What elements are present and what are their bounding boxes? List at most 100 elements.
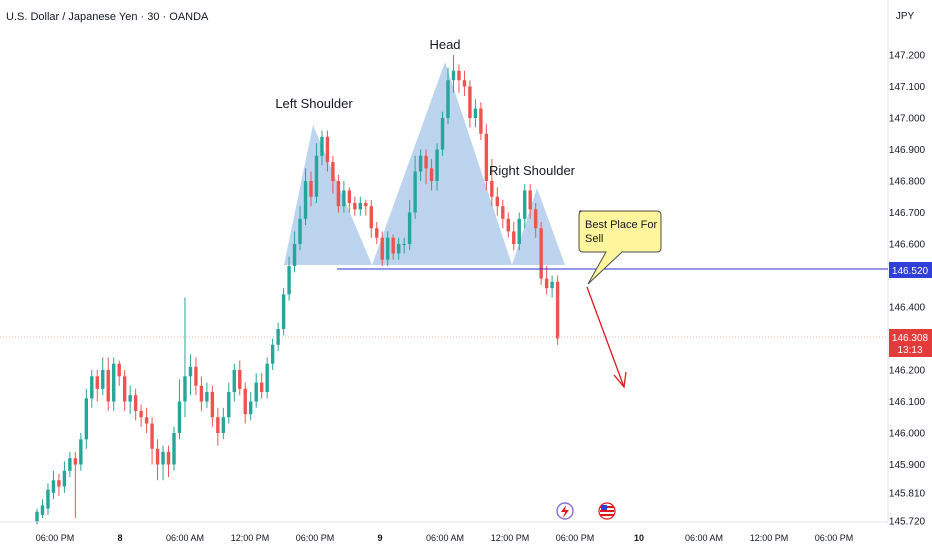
candle-down (259, 382, 264, 393)
candle-down (238, 370, 242, 389)
candle-up (35, 511, 39, 522)
candle-up (249, 401, 253, 415)
candle-up (68, 458, 72, 471)
candle-down (484, 133, 489, 181)
candle-up (84, 398, 89, 440)
candle-down (139, 410, 143, 418)
candle-down (117, 363, 121, 377)
price-axis[interactable]: JPY 147.200 147.100 147.000 146.900 146.800 1… (889, 11, 926, 528)
candle-up (292, 244, 297, 267)
candle-up (172, 433, 176, 465)
time-tick-label: 9 (377, 533, 382, 543)
level-price-tag (889, 262, 932, 278)
candle-up (188, 366, 193, 377)
candle-up (523, 190, 527, 219)
candle-up (358, 203, 363, 210)
price-tick-label: 147.100 (889, 82, 926, 93)
candle-down (144, 417, 149, 424)
down-arrow (586, 286, 625, 388)
candle-down (429, 168, 434, 181)
price-tick-label: 147.000 (889, 114, 926, 125)
candle-up (550, 281, 554, 289)
candle-down (150, 423, 154, 449)
candle-down (364, 203, 368, 207)
candle-up (435, 149, 439, 181)
candle-up (407, 212, 412, 244)
candle-up (46, 489, 50, 509)
time-tick-label: 12:00 PM (491, 533, 530, 543)
candle-up (276, 329, 280, 345)
candle-down (325, 136, 330, 163)
candle-down (533, 209, 538, 229)
candle-down (555, 281, 560, 339)
time-tick-label: 06:00 PM (296, 533, 335, 543)
candle-up (205, 392, 209, 402)
time-tick-label: 06:00 AM (685, 533, 723, 543)
time-tick-label: 06:00 PM (815, 533, 854, 543)
candle-down (243, 388, 247, 415)
candle-up (440, 118, 445, 150)
candle-down (331, 162, 335, 181)
candle-down (391, 237, 395, 254)
candle-down (528, 190, 532, 210)
time-tick-label: 06:00 AM (166, 533, 204, 543)
candle-down (336, 181, 341, 207)
price-tick-label: 146.600 (889, 240, 926, 251)
candle-down (369, 206, 373, 229)
price-tick-label: 145.810 (889, 488, 926, 499)
candle-down (73, 458, 78, 465)
price-tick-label: 146.400 (889, 303, 926, 314)
time-axis[interactable]: 06:00 PM 8 06:00 AM 12:00 PM 06:00 PM 9 06:00 … (36, 533, 854, 543)
time-tick-label: 06:00 AM (426, 533, 464, 543)
candle-down (468, 86, 472, 118)
candle-up (265, 363, 269, 393)
price-tick-label: 145.720 (889, 517, 926, 528)
candle-up (287, 266, 291, 295)
candle-down (106, 370, 110, 402)
candle-up (413, 171, 417, 213)
candle-up (101, 370, 105, 389)
candle-down (194, 366, 198, 386)
candle-up (517, 218, 521, 244)
candle-down (122, 376, 127, 402)
candle-down (347, 190, 352, 204)
candle-down (495, 196, 500, 207)
candle-up (40, 505, 45, 515)
candle-up (62, 470, 67, 487)
candle-down (539, 228, 543, 279)
candle-up (342, 190, 346, 207)
symbol-title[interactable]: U.S. Dollar / Japanese Yen · 30 · OANDA (6, 11, 209, 23)
candle-down (375, 228, 379, 238)
candle-down (424, 155, 428, 169)
candle-down (353, 203, 357, 210)
candle-up (254, 382, 258, 402)
candle-down (155, 448, 160, 465)
price-tick-label: 145.900 (889, 460, 926, 471)
us-flag-event-icon[interactable] (598, 502, 616, 520)
candle-down (210, 392, 215, 418)
candle-up (79, 439, 83, 465)
level-price-text: 146.520 (892, 266, 929, 277)
currency-label: JPY (896, 11, 915, 22)
price-tick-label: 146.000 (889, 429, 926, 440)
time-tick-label: 06:00 PM (36, 533, 75, 543)
flash-event-icon[interactable] (556, 502, 574, 520)
candle-up (451, 70, 456, 81)
time-tick-label: 12:00 PM (231, 533, 270, 543)
time-tick-label: 10 (634, 533, 644, 543)
candle-up (221, 417, 226, 433)
candle-up (51, 480, 56, 493)
candle-up (298, 218, 302, 244)
candle-up (320, 136, 324, 156)
candle-up (446, 80, 450, 118)
candle-down (57, 480, 61, 487)
candle-up (396, 244, 401, 254)
sell-callout[interactable] (578, 210, 662, 285)
candle-down (490, 181, 494, 197)
candle-down (544, 278, 549, 289)
candle-down (133, 395, 138, 411)
left-shoulder-label: Left Shoulder (275, 96, 353, 111)
candle-up (270, 344, 275, 364)
candle-up (183, 376, 187, 402)
